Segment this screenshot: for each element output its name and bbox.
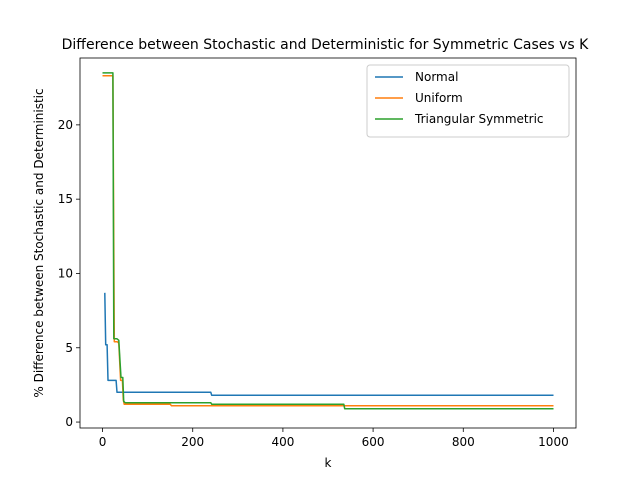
x-tick-label: 600 [362, 435, 385, 449]
series-line-2 [102, 72, 554, 410]
x-tick-label: 0 [99, 435, 107, 449]
y-axis-ticks: 0 5 10 15 20 [58, 118, 80, 429]
legend-label-1: Uniform [415, 91, 463, 105]
series-line-0 [104, 292, 554, 397]
x-tick-label: 200 [181, 435, 204, 449]
y-tick-label: 15 [58, 192, 73, 206]
x-axis-ticks: 0 200 400 600 800 1000 [99, 428, 569, 449]
chart-title: Difference between Stochastic and Determ… [62, 37, 590, 53]
x-tick-label: 800 [452, 435, 475, 449]
legend-label-2: Triangular Symmetric [414, 112, 544, 126]
legend-box [366, 64, 570, 138]
legend-label-0: Normal [415, 70, 458, 84]
y-tick-label: 10 [58, 266, 73, 280]
y-axis-label: % Difference between Stochastic and Dete… [32, 88, 46, 397]
x-tick-label: 1000 [538, 435, 569, 449]
plot-frame [79, 57, 577, 429]
plot-lines [102, 72, 554, 410]
x-tick-label: 400 [271, 435, 294, 449]
y-tick-label: 5 [65, 341, 73, 355]
legend: Normal Uniform Triangular Symmetric [366, 64, 570, 138]
y-tick-label: 20 [58, 118, 73, 132]
x-axis-label: k [325, 456, 332, 470]
y-tick-label: 0 [65, 415, 73, 429]
